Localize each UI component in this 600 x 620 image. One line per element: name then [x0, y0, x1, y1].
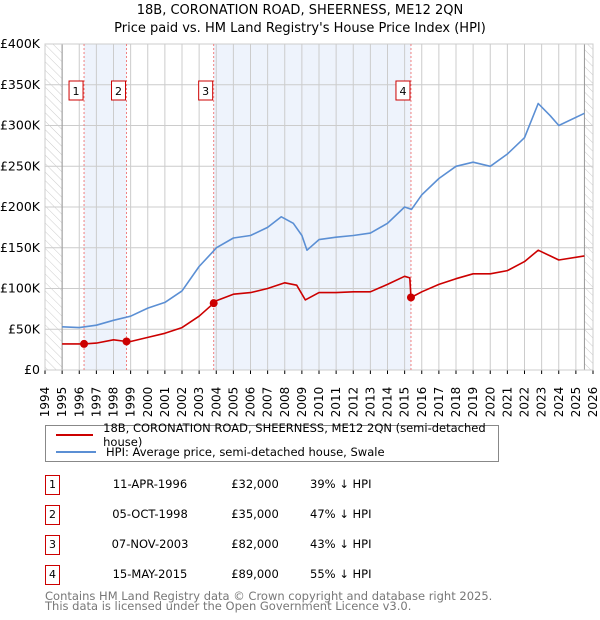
sale-price: £35,000	[231, 507, 279, 521]
x-tick-label: 2007	[261, 387, 275, 418]
x-tick-label: 2019	[466, 387, 480, 418]
x-tick-label: 2018	[449, 387, 463, 418]
footer-licence: This data is licensed under the Open Gov…	[45, 599, 412, 613]
sale-hpi-diff: 39% ↓ HPI	[310, 477, 372, 491]
x-tick-label: 2025	[569, 387, 583, 418]
x-tick-label: 2015	[398, 387, 412, 418]
y-tick-label: £100K	[0, 281, 41, 296]
y-tick-label: £400K	[0, 36, 41, 51]
x-tick-label: 1996	[72, 387, 86, 418]
sale-marker-label: 1	[45, 475, 60, 495]
price-chart: £0 £50K £100K £150K £200K £250K £300K £350K £400…	[0, 36, 600, 418]
sale-point	[406, 293, 415, 302]
sale-marker-box	[395, 80, 411, 101]
sale-point	[80, 339, 89, 348]
x-tick-label: 2011	[329, 387, 343, 418]
sale-marker-label: 2	[115, 85, 122, 98]
sale-marker-label: 4	[45, 565, 60, 585]
x-tick-label: 1995	[55, 387, 69, 418]
sale-price: £82,000	[231, 537, 279, 551]
sale-hpi-diff: 47% ↓ HPI	[310, 507, 372, 521]
sale-marker-label: 3	[45, 535, 60, 555]
x-tick-label: 2013	[363, 387, 377, 418]
y-tick-label: £150K	[0, 240, 41, 255]
legend-swatch-property	[56, 434, 94, 436]
x-tick-label: 2024	[552, 387, 566, 418]
y-tick-label: £300K	[0, 118, 41, 133]
chart-title: 18B, CORONATION ROAD, SHEERNESS, ME12 2Q…	[136, 3, 464, 18]
x-tick-label: 2023	[535, 387, 549, 418]
y-tick-label: £0	[24, 362, 40, 377]
x-tick-label: 2005	[226, 387, 240, 418]
hpi-line	[62, 102, 585, 329]
x-tick-label: 2002	[175, 387, 189, 418]
sale-price: £32,000	[231, 477, 279, 491]
y-tick-label: £50K	[8, 321, 41, 336]
sale-marker-label: 2	[45, 505, 60, 525]
x-tick-label: 2004	[209, 387, 223, 418]
sale-hpi-diff: 55% ↓ HPI	[310, 567, 372, 581]
x-tick-label: 2022	[518, 387, 532, 418]
sale-marker-label: 4	[399, 85, 406, 98]
sale-date: 07-NOV-2003	[111, 537, 189, 551]
x-tick-label: 1998	[107, 387, 121, 418]
y-tick-label: £200K	[0, 199, 41, 214]
x-tick-label: 2008	[278, 387, 292, 418]
legend-item-hpi: HPI: Average price, semi-detached house,…	[56, 444, 385, 460]
sale-marker-box	[198, 80, 214, 101]
x-tick-label: 2016	[415, 387, 429, 418]
x-tick-label: 2017	[432, 387, 446, 418]
y-tick-label: £350K	[0, 77, 41, 92]
sale-marker-box	[68, 80, 84, 101]
x-tick-label: 2000	[141, 387, 155, 418]
x-tick-label: 2001	[158, 387, 172, 418]
sale-marker-label: 1	[73, 85, 80, 98]
sale-point	[122, 337, 131, 346]
sale-date: 05-OCT-1998	[112, 507, 188, 521]
x-tick-label: 1999	[124, 387, 138, 418]
legend-label-property: 18B, CORONATION ROAD, SHEERNESS, ME12 2Q…	[103, 421, 486, 449]
property-price-line	[62, 249, 585, 345]
footer-copyright: Contains HM Land Registry data © Crown c…	[45, 589, 493, 603]
x-tick-label: 2026	[586, 387, 600, 418]
legend-label-hpi: HPI: Average price, semi-detached house,…	[106, 445, 385, 459]
sale-point	[209, 299, 218, 308]
x-tick-label: 2021	[500, 387, 514, 418]
legend-item-property: 18B, CORONATION ROAD, SHEERNESS, ME12 2Q…	[56, 421, 498, 449]
sale-marker-box	[111, 80, 127, 101]
x-tick-label: 2006	[244, 387, 258, 418]
sale-hpi-diff: 43% ↓ HPI	[310, 537, 372, 551]
sale-date: 11-APR-1996	[112, 477, 188, 491]
sale-marker-label: 3	[202, 85, 209, 98]
legend: 18B, CORONATION ROAD, SHEERNESS, ME12 2Q…	[45, 421, 499, 462]
x-tick-label: 2014	[381, 387, 395, 418]
x-tick-label: 2010	[312, 387, 326, 418]
sale-date: 15-MAY-2015	[112, 567, 188, 581]
x-tick-label: 2009	[295, 387, 309, 418]
sale-price: £89,000	[231, 567, 279, 581]
y-tick-label: £250K	[0, 158, 41, 173]
chart-subtitle: Price paid vs. HM Land Registry's House …	[114, 21, 486, 36]
x-tick-label: 2020	[483, 387, 497, 418]
x-tick-label: 1994	[38, 387, 52, 418]
legend-swatch-hpi	[56, 451, 96, 453]
x-tick-label: 2003	[192, 387, 206, 418]
plot-frame	[44, 43, 594, 371]
x-tick-label: 2012	[346, 387, 360, 418]
x-tick-label: 1997	[89, 387, 103, 418]
